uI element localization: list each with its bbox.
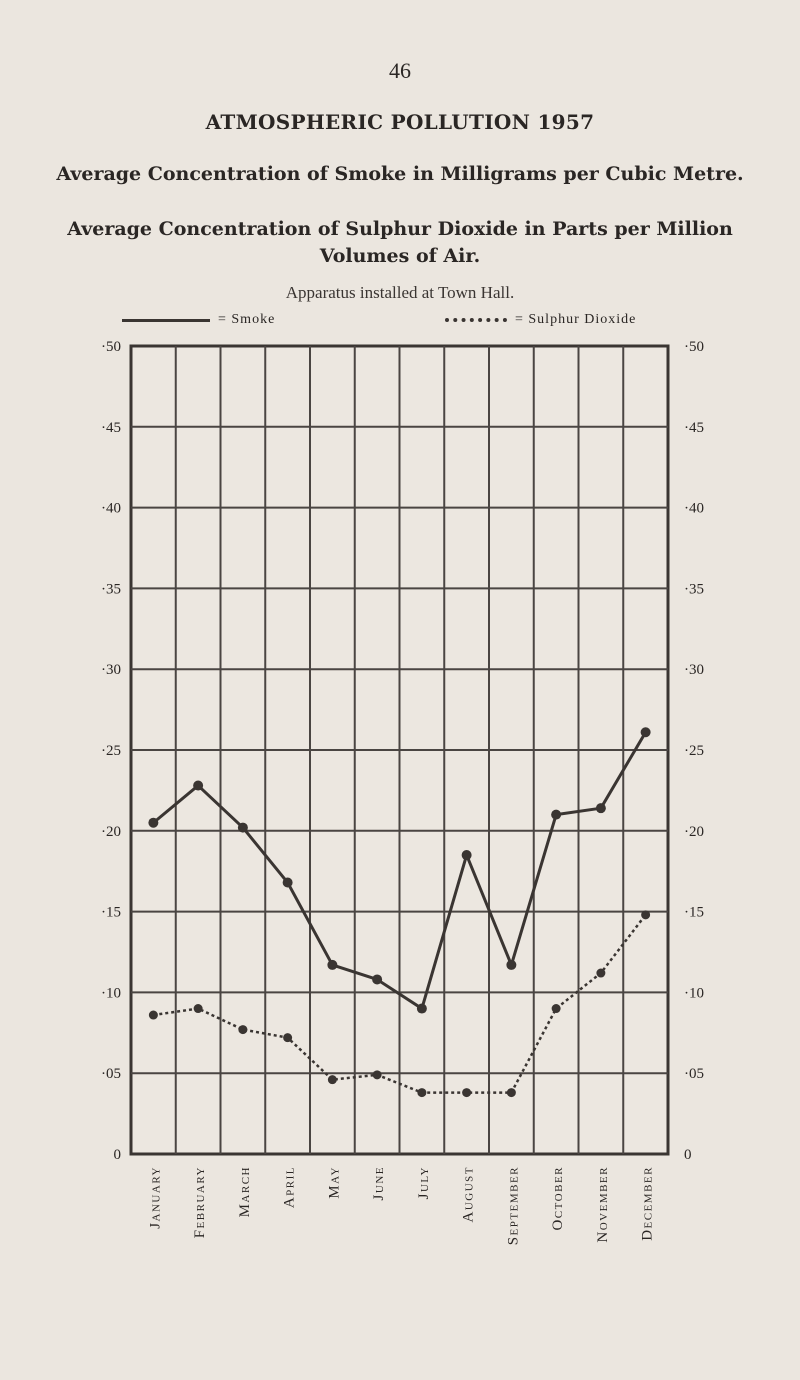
x-tick-label-november: November <box>595 1166 611 1243</box>
data-point-smoke <box>193 780 204 791</box>
data-point-sulphur-dioxide <box>462 1088 472 1098</box>
data-point-smoke <box>327 959 338 970</box>
x-tick-label-july: July <box>416 1166 432 1199</box>
x-tick-label-june: June <box>371 1166 387 1200</box>
data-point-sulphur-dioxide <box>193 1004 203 1014</box>
page-number: 46 <box>389 58 411 83</box>
y-tick-label-right: ·10 <box>684 985 704 1001</box>
data-point-smoke <box>282 877 293 888</box>
legend-sulphur-dioxide: = Sulphur Dioxide <box>445 312 636 328</box>
y-tick-label-left: ·15 <box>101 905 121 921</box>
y-tick-label-left: ·10 <box>101 985 121 1001</box>
apparatus-note: Apparatus installed at Town Hall. <box>285 283 515 302</box>
x-tick-label-may: May <box>326 1166 342 1199</box>
legend-smoke: = Smoke <box>122 312 275 328</box>
data-point-smoke <box>640 727 651 738</box>
y-tick-label-right: ·40 <box>684 501 704 517</box>
y-tick-label-left: 0 <box>114 1147 122 1163</box>
legend-sulphur-dioxide-line <box>445 318 507 322</box>
data-point-sulphur-dioxide <box>148 1010 158 1020</box>
data-point-smoke <box>372 974 383 985</box>
data-point-sulphur-dioxide <box>551 1004 561 1014</box>
data-point-sulphur-dioxide <box>417 1088 427 1098</box>
subtitle-sulphur-dioxide: Average Concentration of Sulphur Dioxide… <box>67 218 733 267</box>
y-tick-label-right: ·30 <box>684 662 704 678</box>
y-tick-label-right: ·25 <box>684 743 704 759</box>
series-line-sulphur-dioxide <box>153 914 647 1094</box>
y-tick-label-left: ·40 <box>101 501 121 517</box>
y-tick-label-left: ·25 <box>101 743 121 759</box>
x-tick-label-august: August <box>461 1166 477 1223</box>
x-tick-label-october: October <box>550 1166 566 1231</box>
y-tick-label-right: ·35 <box>684 581 704 597</box>
subtitle-smoke: Average Concentration of Smoke in Millig… <box>56 163 744 185</box>
legend-smoke-line <box>122 318 210 322</box>
y-tick-label-right: ·05 <box>684 1066 704 1082</box>
data-point-smoke <box>148 817 159 828</box>
page-title: ATMOSPHERIC POLLUTION 1957 <box>205 110 595 134</box>
y-tick-label-right: ·50 <box>684 339 704 355</box>
data-point-sulphur-dioxide <box>372 1070 382 1080</box>
y-tick-label-left: ·45 <box>101 420 121 436</box>
series-line-smoke <box>152 731 647 1011</box>
y-tick-label-left: ·50 <box>101 339 121 355</box>
data-point-smoke <box>416 1003 427 1014</box>
y-tick-label-left: ·30 <box>101 662 121 678</box>
data-point-smoke <box>237 822 248 833</box>
legend-smoke-label: = Smoke <box>218 312 276 327</box>
data-point-sulphur-dioxide <box>641 910 651 920</box>
x-tick-label-april: April <box>282 1166 298 1208</box>
y-tick-label-left: ·35 <box>101 581 121 597</box>
data-point-sulphur-dioxide <box>283 1033 293 1043</box>
y-tick-label-right: ·45 <box>684 420 704 436</box>
legend-sulphur-dioxide-label: = Sulphur Dioxide <box>515 312 637 327</box>
data-point-sulphur-dioxide <box>238 1025 248 1035</box>
data-point-sulphur-dioxide <box>596 968 606 978</box>
y-tick-label-left: ·05 <box>101 1066 121 1082</box>
x-tick-label-september: September <box>505 1166 521 1245</box>
data-point-sulphur-dioxide <box>506 1088 516 1098</box>
data-point-smoke <box>551 809 562 820</box>
x-tick-label-january: January <box>147 1166 163 1229</box>
y-tick-label-right: 0 <box>684 1147 692 1163</box>
y-tick-label-right: ·15 <box>684 905 704 921</box>
data-point-smoke <box>461 850 472 861</box>
data-point-smoke <box>595 803 606 814</box>
y-tick-label-left: ·20 <box>101 824 121 840</box>
data-point-smoke <box>506 959 517 970</box>
data-point-sulphur-dioxide <box>327 1075 337 1085</box>
x-tick-label-february: February <box>192 1166 208 1238</box>
x-tick-label-december: December <box>640 1166 656 1241</box>
y-tick-label-right: ·20 <box>684 824 704 840</box>
x-tick-label-march: March <box>237 1166 253 1217</box>
